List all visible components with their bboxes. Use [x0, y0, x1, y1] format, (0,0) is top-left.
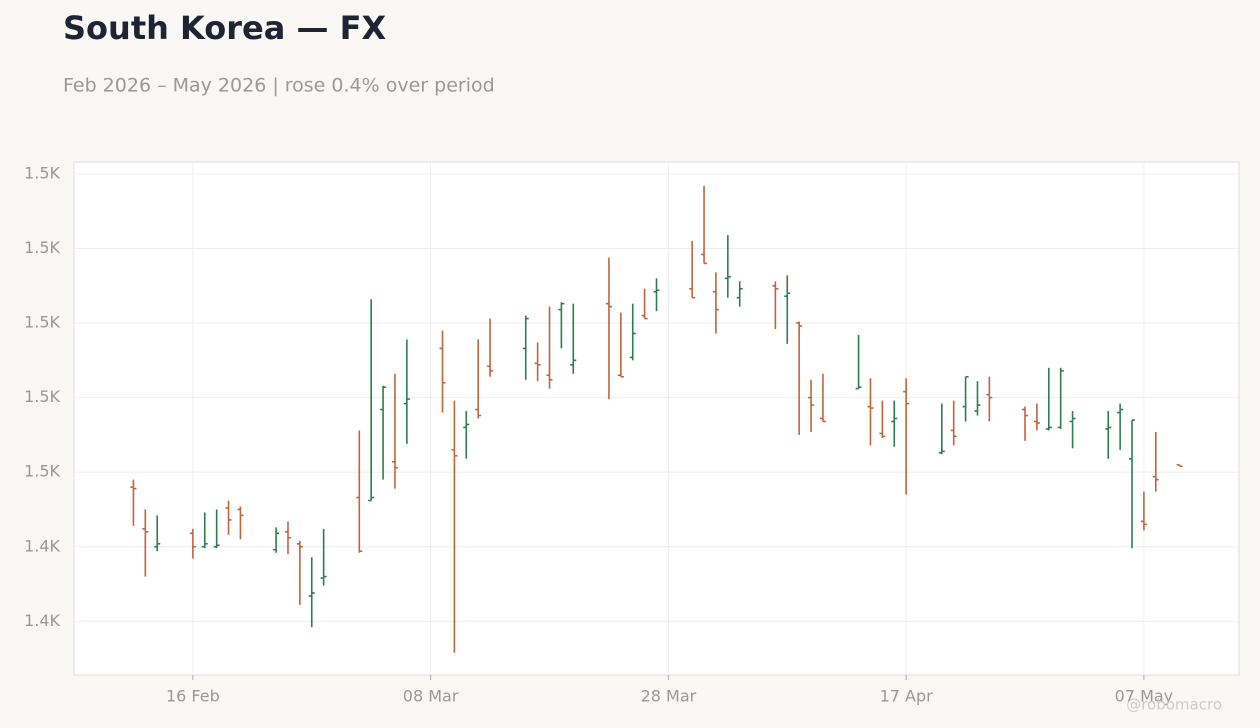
x-tick-label: 08 Mar: [403, 687, 459, 706]
y-tick-label: 1.5K: [24, 163, 60, 182]
y-tick-label: 1.5K: [24, 313, 60, 332]
y-tick-label: 1.5K: [24, 462, 60, 481]
y-tick-label: 1.4K: [24, 536, 60, 555]
x-tick-label: 17 Apr: [880, 687, 934, 706]
x-tick-label: 28 Mar: [641, 687, 697, 706]
x-tick-label: 07 May: [1115, 687, 1174, 706]
y-tick-label: 1.4K: [24, 611, 60, 630]
plot-area: [73, 161, 1240, 676]
y-tick-label: 1.5K: [24, 387, 60, 406]
y-tick-label: 1.5K: [24, 238, 60, 257]
chart-subtitle: Feb 2026 – May 2026 | rose 0.4% over per…: [63, 75, 495, 97]
watermark: @robomacro: [1126, 696, 1222, 714]
x-tick-label: 16 Feb: [166, 687, 220, 706]
chart-title: South Korea — FX: [63, 9, 386, 47]
